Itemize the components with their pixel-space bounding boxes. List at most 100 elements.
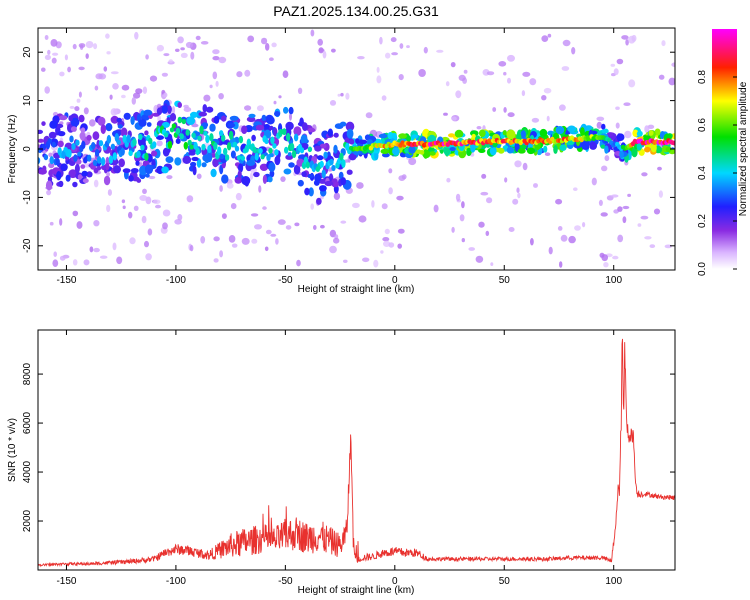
heatmap-cell bbox=[358, 215, 367, 223]
heatmap-cell bbox=[68, 169, 78, 179]
heatmap-cell bbox=[145, 54, 149, 60]
heatmap-cell bbox=[650, 143, 657, 153]
heatmap-cell bbox=[38, 168, 47, 175]
heatmap-cell bbox=[616, 133, 625, 141]
heatmap-cell bbox=[622, 216, 627, 224]
heatmap-cell bbox=[67, 149, 72, 158]
heatmap-cell bbox=[67, 66, 71, 73]
heatmap-cell bbox=[72, 259, 78, 266]
heatmap-cell bbox=[128, 150, 133, 157]
heatmap-cell bbox=[665, 146, 672, 152]
heatmap-cell bbox=[522, 71, 531, 77]
colorbar-tick-label: 0.0 bbox=[697, 262, 708, 276]
heatmap-cell bbox=[307, 173, 315, 179]
heatmap-marks bbox=[38, 29, 675, 268]
heatmap-cell bbox=[343, 259, 348, 263]
heatmap-cell bbox=[151, 150, 158, 157]
heatmap-cell bbox=[415, 149, 422, 155]
heatmap-cell bbox=[454, 129, 464, 138]
heatmap-cell bbox=[297, 87, 303, 95]
heatmap-cell bbox=[220, 115, 227, 122]
heatmap-cell bbox=[267, 176, 273, 183]
heatmap-cell bbox=[251, 238, 258, 244]
heatmap-cell bbox=[169, 113, 177, 122]
heatmap-cell bbox=[108, 155, 114, 164]
heatmap-cell bbox=[301, 171, 307, 178]
heatmap-cell bbox=[50, 39, 58, 47]
heatmap-cell bbox=[498, 61, 507, 67]
heatmap-cell bbox=[671, 62, 675, 67]
heatmap-cell bbox=[171, 106, 176, 114]
y-tick-label: 6000 bbox=[22, 412, 33, 435]
heatmap-cell bbox=[144, 240, 149, 248]
heatmap-cell bbox=[398, 74, 404, 81]
heatmap-cell bbox=[59, 71, 65, 77]
heatmap-cell bbox=[344, 159, 349, 163]
heatmap-cell bbox=[610, 63, 616, 67]
heatmap-cell bbox=[45, 180, 53, 191]
heatmap-cell bbox=[196, 173, 202, 180]
heatmap-cell bbox=[140, 144, 145, 151]
heatmap-cell bbox=[92, 159, 98, 166]
heatmap-cell bbox=[110, 115, 119, 124]
heatmap-cell bbox=[600, 212, 608, 217]
snr-series-line bbox=[38, 338, 675, 568]
heatmap-cell bbox=[333, 132, 339, 138]
heatmap-cell bbox=[411, 134, 419, 139]
heatmap-cell bbox=[468, 247, 476, 251]
heatmap-cell bbox=[339, 121, 347, 127]
heatmap-cell bbox=[72, 43, 77, 50]
heatmap-cell bbox=[455, 90, 462, 99]
heatmap-cell bbox=[230, 150, 236, 159]
heatmap-cell bbox=[235, 192, 242, 201]
heatmap-cell bbox=[506, 146, 515, 154]
heatmap-cell bbox=[246, 159, 256, 166]
heatmap-cell bbox=[177, 214, 183, 221]
heatmap-cell bbox=[357, 56, 365, 60]
heatmap-cell bbox=[580, 127, 585, 137]
heatmap-cell bbox=[70, 117, 80, 127]
heatmap-cell bbox=[174, 219, 182, 225]
heatmap-cell bbox=[345, 121, 355, 132]
heatmap-cell bbox=[186, 195, 194, 203]
heatmap-cell bbox=[313, 225, 317, 230]
heatmap-cell bbox=[327, 128, 333, 137]
heatmap-cell bbox=[458, 74, 466, 81]
heatmap-cell bbox=[210, 168, 217, 178]
heatmap-cell bbox=[547, 33, 552, 38]
heatmap-cell bbox=[179, 133, 184, 140]
heatmap-cell bbox=[121, 84, 130, 91]
snr-frame bbox=[37, 329, 676, 571]
heatmap-cell bbox=[319, 143, 327, 149]
heatmap-cell bbox=[131, 97, 136, 105]
heatmap-cell bbox=[226, 142, 232, 151]
heatmap-cell bbox=[241, 237, 250, 245]
heatmap-cell bbox=[83, 107, 89, 115]
heatmap-cell bbox=[182, 155, 192, 164]
heatmap-cell bbox=[101, 164, 107, 171]
heatmap-cell bbox=[286, 132, 291, 142]
heatmap-cell bbox=[314, 145, 322, 152]
heatmap-cell bbox=[261, 37, 268, 45]
heatmap-cell bbox=[636, 141, 642, 151]
heatmap-cell bbox=[269, 125, 274, 130]
heatmap-cell bbox=[201, 143, 206, 151]
heatmap-cell bbox=[85, 53, 89, 59]
snr-panel: -150 -100 -50 0 50 100 2000 4000 6000 8000 Height… bbox=[7, 329, 676, 596]
heatmap-cell bbox=[396, 195, 404, 201]
heatmap-cell bbox=[129, 237, 136, 245]
heatmap-cell bbox=[59, 115, 68, 121]
heatmap-cell bbox=[497, 147, 505, 154]
heatmap-cell bbox=[75, 139, 80, 146]
snr-plot-area bbox=[38, 330, 675, 570]
heatmap-cell bbox=[177, 102, 182, 108]
heatmap-cell bbox=[109, 94, 113, 100]
heatmap-cell bbox=[319, 160, 324, 168]
heatmap-cell bbox=[212, 71, 218, 80]
heatmap-cell bbox=[60, 163, 68, 172]
heatmap-cell bbox=[197, 135, 202, 141]
heatmap-cell bbox=[288, 162, 295, 168]
heatmap-cell bbox=[120, 147, 125, 156]
heatmap-cell bbox=[152, 141, 157, 149]
heatmap-cell bbox=[278, 95, 282, 99]
